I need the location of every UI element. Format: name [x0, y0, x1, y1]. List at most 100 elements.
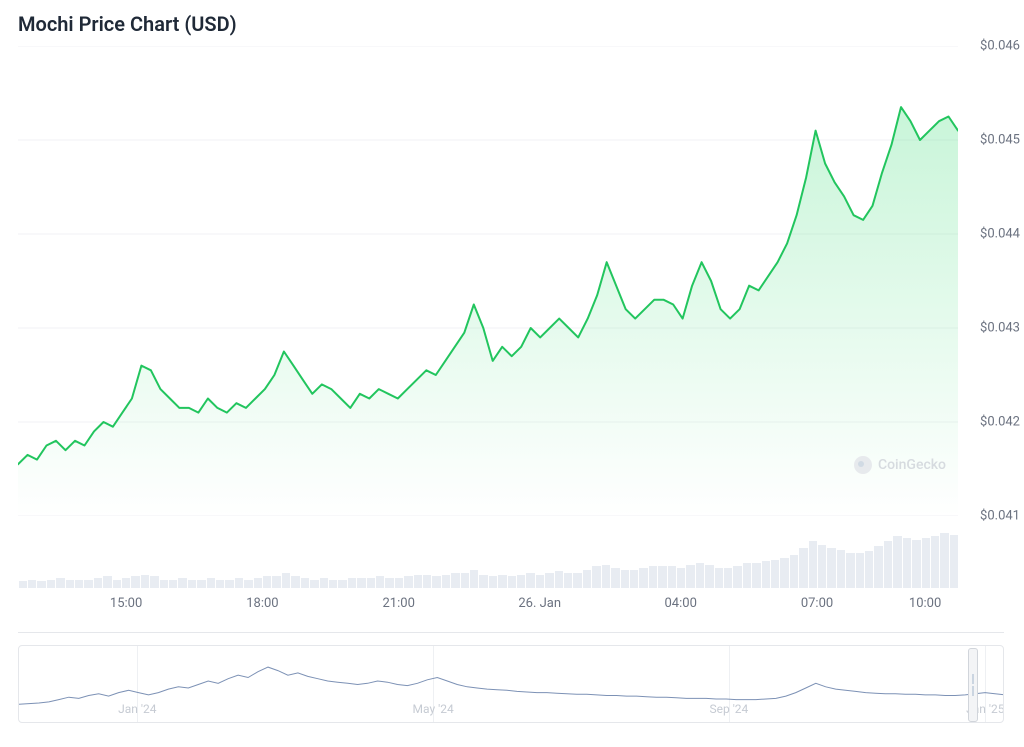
volume-bar	[160, 580, 168, 588]
x-axis-label: 04:00	[665, 596, 697, 611]
volume-bar	[705, 565, 713, 588]
y-axis-label: $0.045	[980, 133, 1020, 148]
volume-bar	[75, 580, 83, 588]
volume-bar	[545, 573, 553, 588]
price-chart[interactable]: CoinGecko	[18, 46, 958, 516]
chart-title: Mochi Price Chart (USD)	[0, 0, 1024, 36]
volume-bar	[94, 578, 102, 588]
volume-bar	[19, 581, 27, 588]
volume-bar	[639, 568, 647, 588]
volume-bar	[442, 575, 450, 588]
volume-bar	[940, 533, 948, 588]
volume-bar	[818, 545, 826, 588]
volume-bar	[733, 566, 741, 588]
volume-bar	[508, 576, 516, 588]
volume-bar	[84, 580, 92, 588]
volume-bar	[216, 580, 224, 588]
volume-bar	[103, 576, 111, 588]
volume-bar	[395, 578, 403, 588]
volume-bar	[743, 563, 751, 588]
volume-bar	[827, 548, 835, 588]
range-handle[interactable]	[968, 648, 978, 722]
volume-bar	[414, 575, 422, 588]
volume-bar	[263, 576, 271, 588]
volume-bar	[686, 565, 694, 588]
volume-bar	[846, 553, 854, 588]
volume-bar	[564, 573, 572, 588]
volume-bar	[931, 536, 939, 588]
y-axis-label: $0.041	[980, 509, 1020, 524]
volume-bar	[799, 548, 807, 588]
volume-bar	[696, 563, 704, 588]
volume-bar	[658, 566, 666, 588]
range-x-label: Sep '24	[710, 702, 749, 716]
volume-bar	[423, 575, 431, 588]
volume-bar	[122, 578, 130, 588]
volume-bar	[668, 566, 676, 588]
volume-bar	[207, 578, 215, 588]
volume-bar	[922, 538, 930, 588]
volume-bar	[178, 578, 186, 588]
volume-bar	[912, 540, 920, 588]
volume-bar	[526, 573, 534, 588]
volume-bar	[310, 580, 318, 588]
x-axis-label: 26. Jan	[518, 596, 561, 611]
y-axis-label: $0.043	[980, 321, 1020, 336]
volume-bar	[150, 576, 158, 588]
volume-bar	[197, 580, 205, 588]
volume-bar	[291, 576, 299, 588]
volume-bar	[592, 566, 600, 588]
volume-bar	[28, 580, 36, 588]
volume-bar	[630, 570, 638, 588]
volume-bar	[780, 558, 788, 588]
volume-bar	[404, 576, 412, 588]
volume-bar	[376, 576, 384, 588]
volume-bar	[771, 560, 779, 588]
x-axis-label: 10:00	[909, 596, 941, 611]
volume-chart	[18, 528, 958, 588]
volume-bar	[677, 568, 685, 588]
watermark-label: CoinGecko	[878, 457, 946, 473]
watermark: CoinGecko	[854, 456, 946, 474]
volume-bar	[432, 576, 440, 588]
volume-bar	[724, 568, 732, 588]
volume-bar	[884, 541, 892, 588]
volume-bar	[536, 575, 544, 588]
y-axis-label: $0.046	[980, 39, 1020, 54]
volume-bar	[367, 578, 375, 588]
coingecko-icon	[854, 456, 872, 474]
volume-bar	[621, 570, 629, 588]
volume-bar	[47, 580, 55, 588]
y-axis: $0.041$0.042$0.043$0.044$0.045$0.046	[960, 46, 1020, 516]
range-x-label: May '24	[413, 702, 454, 716]
volume-bar	[282, 573, 290, 588]
volume-bar	[348, 578, 356, 588]
volume-bar	[649, 566, 657, 588]
volume-bar	[66, 580, 74, 588]
x-axis-label: 18:00	[246, 596, 278, 611]
range-selector[interactable]: Jan '24May '24Sep '24Jan '25	[18, 645, 1004, 723]
volume-bar	[611, 568, 619, 588]
volume-bar	[752, 563, 760, 588]
x-axis-label: 15:00	[110, 596, 142, 611]
volume-bar	[573, 573, 581, 588]
volume-bar	[489, 576, 497, 588]
volume-bar	[320, 578, 328, 588]
volume-bar	[188, 580, 196, 588]
volume-bar	[602, 565, 610, 588]
volume-bar	[451, 573, 459, 588]
x-axis: 15:0018:0021:0026. Jan04:0007:0010:00	[18, 596, 958, 620]
range-x-axis: Jan '24May '24Sep '24Jan '25	[19, 702, 1003, 718]
volume-bar	[272, 576, 280, 588]
volume-bar	[555, 571, 563, 588]
volume-bar	[169, 580, 177, 588]
volume-bar	[762, 561, 770, 588]
volume-bar	[301, 578, 309, 588]
volume-bar	[254, 578, 262, 588]
volume-bar	[903, 538, 911, 588]
volume-bar	[113, 580, 121, 588]
volume-bar	[244, 580, 252, 588]
volume-bar	[56, 578, 64, 588]
divider	[18, 632, 1004, 633]
y-axis-label: $0.042	[980, 415, 1020, 430]
